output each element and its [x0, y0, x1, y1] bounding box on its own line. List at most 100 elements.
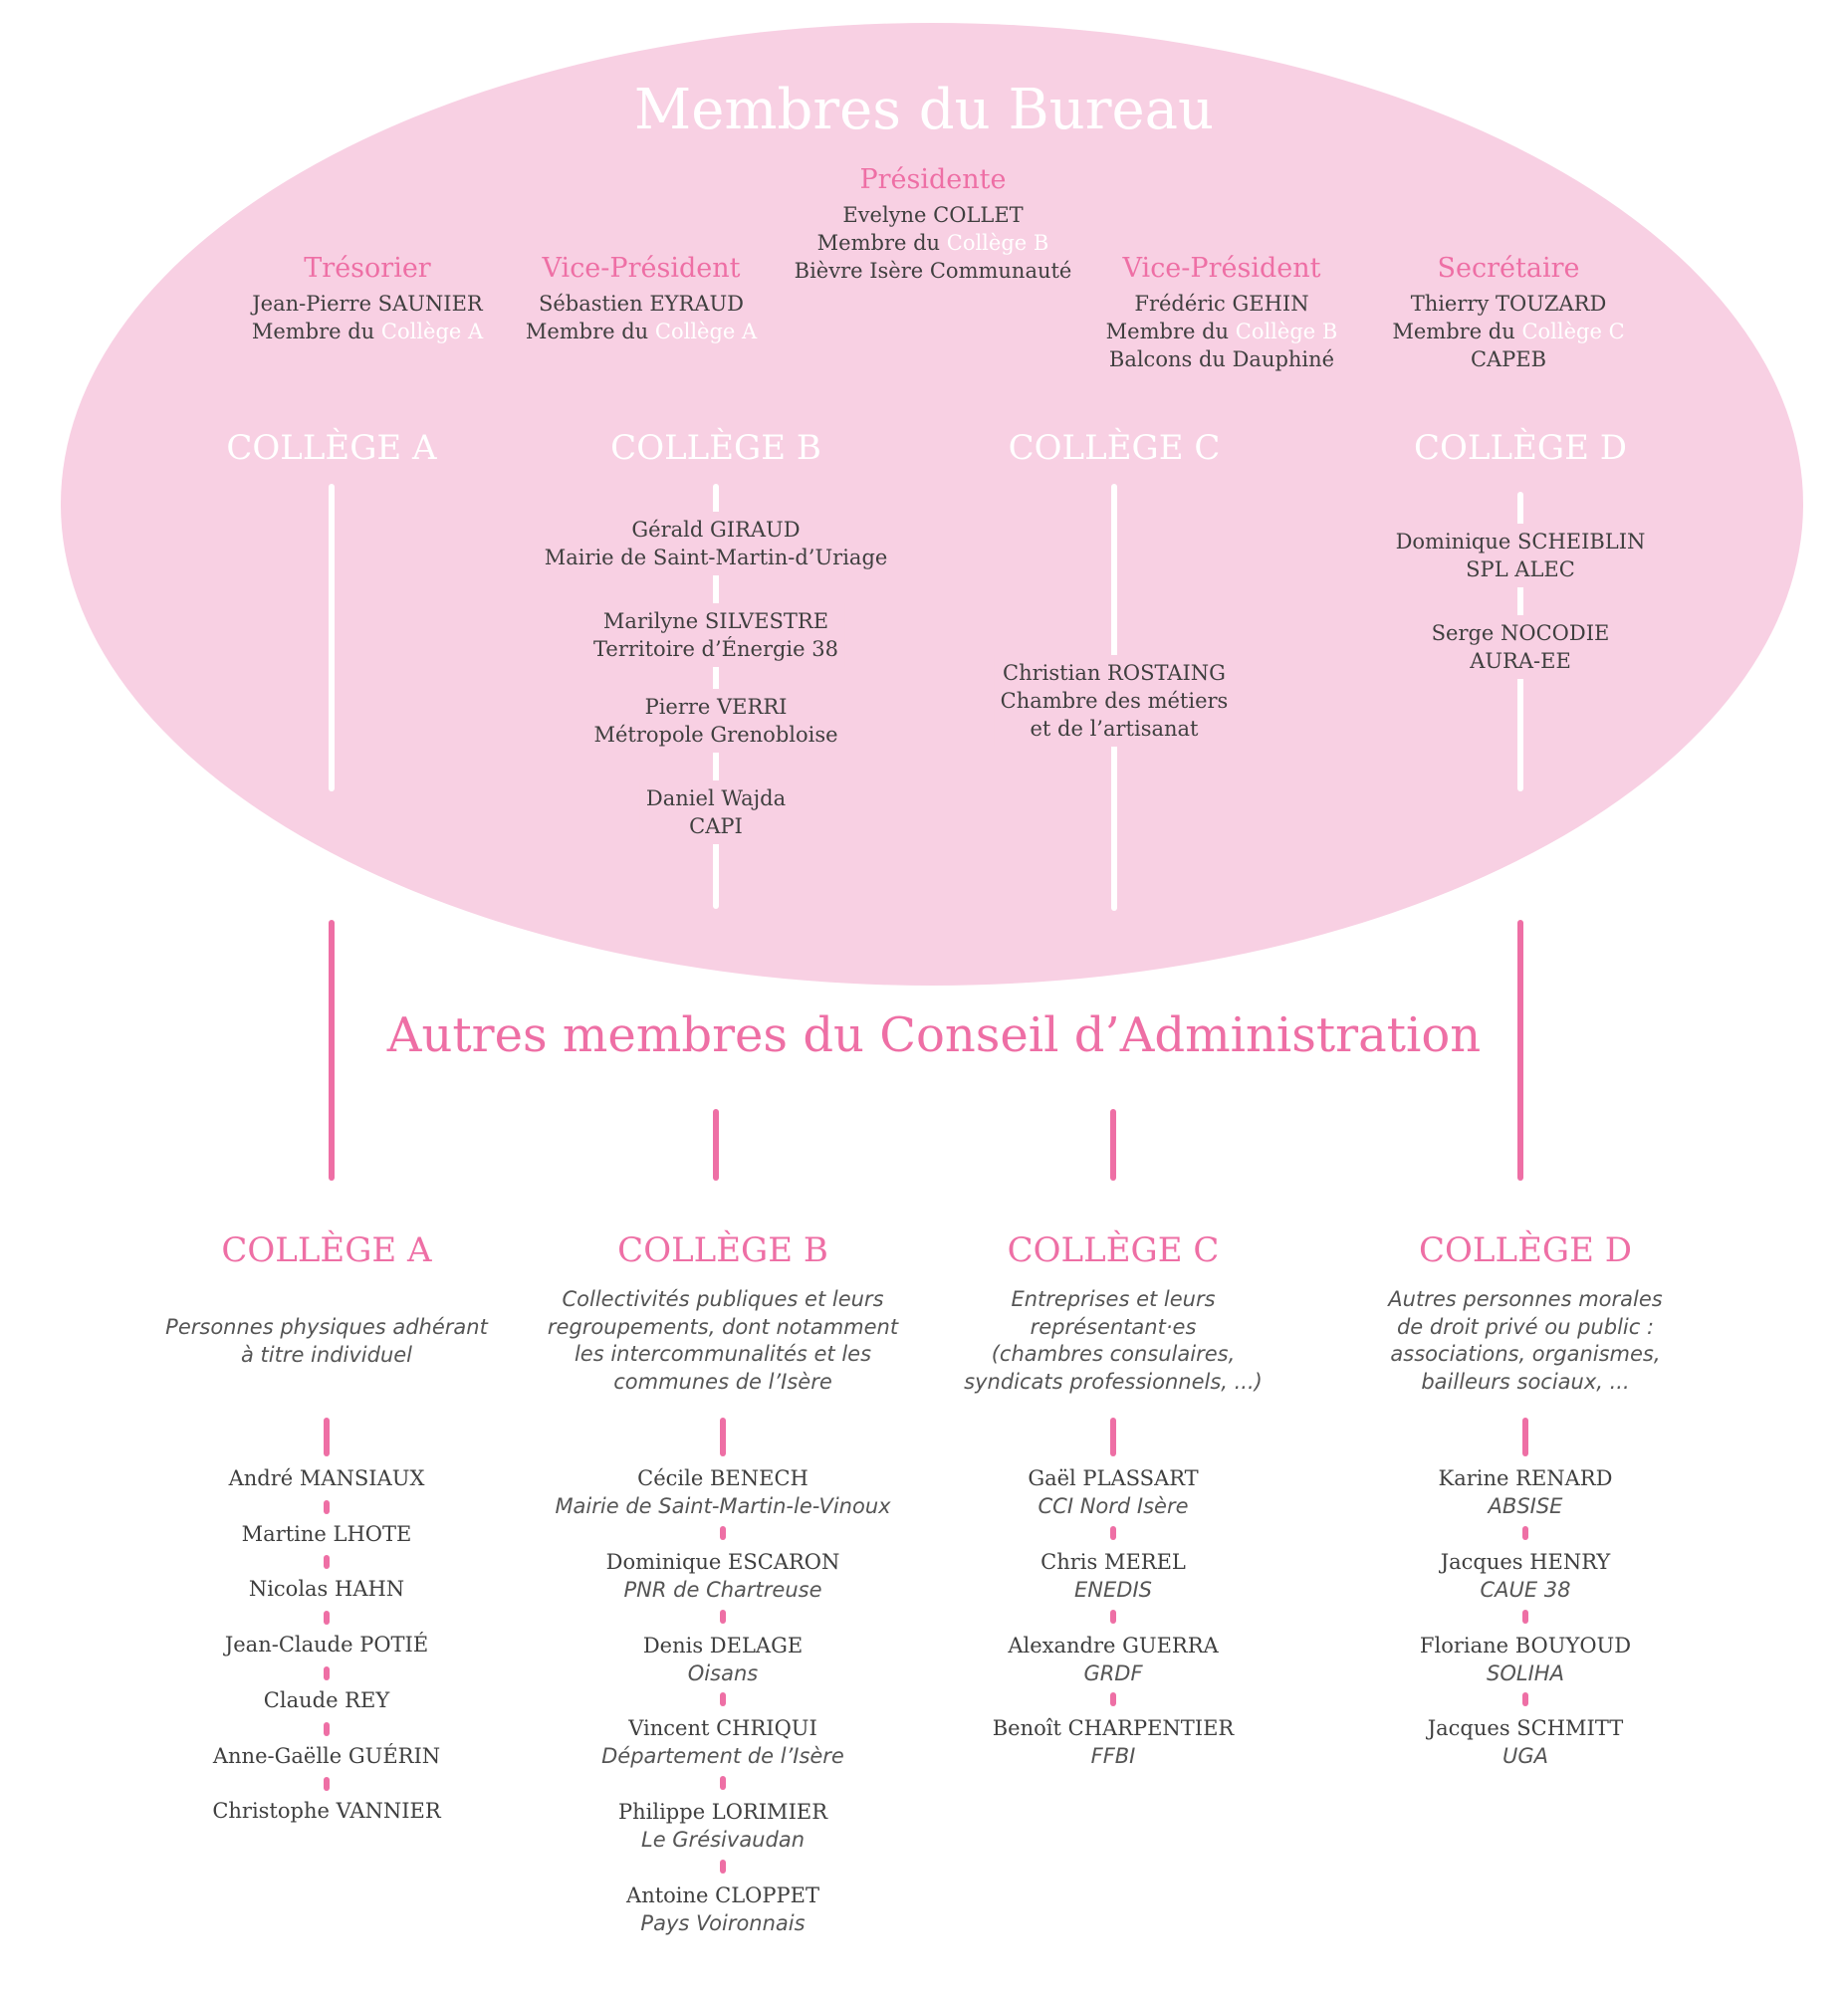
member-name: Chris MEREL	[1040, 1549, 1186, 1574]
bureau-member: Marilyne SILVESTRE Territoire d’Énergie 3…	[587, 603, 844, 667]
dash-connector	[720, 1609, 726, 1624]
officer-org: Bièvre Isère Communauté	[794, 259, 1072, 283]
description-line: Personnes physiques adhérant	[165, 1315, 488, 1339]
bureau-college-heading: COLLÈGE B	[610, 428, 821, 468]
bureau-college-heading: COLLÈGE C	[1008, 428, 1221, 468]
officer-role: Vice-Président	[1122, 253, 1321, 284]
member-name: Nicolas HAHN	[248, 1577, 405, 1602]
connector-line	[713, 1109, 719, 1181]
member-org: CCI Nord Isère	[1038, 1494, 1189, 1518]
member-org: GRDF	[1083, 1660, 1143, 1685]
connector-line	[329, 920, 335, 1181]
conseil-college-heading: COLLÈGE A	[221, 1230, 432, 1270]
officer-college: Collège B	[1235, 320, 1338, 343]
member-org: et de l’artisanat	[1030, 717, 1199, 741]
member-name: Pierre VERRI	[644, 695, 788, 719]
dash-connector	[1110, 1525, 1116, 1540]
dash-connector	[1110, 1609, 1116, 1624]
officer-college-line: Membre du Collège A	[252, 318, 483, 345]
member-name: Jean-Claude POTIÉ	[224, 1633, 429, 1658]
member-name: Daniel Wajda	[645, 786, 787, 810]
officer-org: CAPEB	[1470, 347, 1547, 371]
dash-connector	[720, 1776, 726, 1791]
description-line: syndicats professionnels, ...)	[964, 1369, 1263, 1394]
description-line: associations, organismes,	[1390, 1342, 1661, 1366]
description-line: Entreprises et leurs	[1011, 1287, 1216, 1311]
dash-connector	[1522, 1692, 1528, 1707]
dash-connector	[720, 1525, 726, 1540]
connector-line	[1517, 920, 1523, 1181]
dash-connector	[324, 1499, 330, 1514]
bureau-ellipse	[61, 23, 1803, 986]
bureau-title: Membres du Bureau	[633, 78, 1215, 142]
officer-college: Collège B	[946, 231, 1049, 255]
member-name: Marilyne SILVESTRE	[602, 609, 829, 633]
member-org: Oisans	[687, 1660, 759, 1685]
description-line: regroupements, dont notamment	[547, 1314, 899, 1339]
member-name: Antoine CLOPPET	[626, 1883, 819, 1907]
conseil-college-heading: COLLÈGE C	[1007, 1230, 1220, 1270]
connector-line	[1110, 1418, 1116, 1456]
member-org: SPL ALEC	[1466, 557, 1575, 581]
member-name: Cécile BENECH	[637, 1466, 808, 1490]
member-name: Floriane BOUYOUD	[1419, 1633, 1632, 1658]
description-line: représentant·es	[1030, 1314, 1197, 1339]
member-name: Claude REY	[263, 1687, 390, 1712]
member-name: Serge NOCODIE	[1431, 621, 1610, 645]
member-org: CAPI	[689, 814, 743, 838]
dash-connector	[324, 1555, 330, 1570]
college-description: Personnes physiques adhérant à titre indi…	[165, 1314, 488, 1369]
member-org: SOLIHA	[1487, 1660, 1564, 1685]
conseil-college-heading: COLLÈGE B	[617, 1230, 828, 1270]
officer-role: Vice-Président	[542, 253, 741, 284]
description-line: (chambres consulaires,	[991, 1342, 1236, 1366]
bureau-member: Daniel Wajda CAPI	[639, 780, 793, 844]
description-line: de droit privé ou public :	[1396, 1314, 1655, 1339]
bureau-college-heading: COLLÈGE A	[226, 428, 437, 468]
member-prefix: Membre du	[1392, 320, 1522, 343]
officer-college: Collège A	[380, 320, 484, 343]
bureau-member: Pierre VERRI Métropole Grenobloise	[587, 689, 844, 753]
officer-college: Collège C	[1521, 320, 1625, 343]
dash-connector	[324, 1721, 330, 1736]
member-name: Vincent CHRIQUI	[628, 1716, 817, 1741]
member-org: Métropole Grenobloise	[593, 723, 838, 747]
member-name: Dominique ESCARON	[605, 1549, 840, 1574]
member-name: Karine RENARD	[1438, 1466, 1613, 1490]
member-name: Jacques HENRY	[1440, 1549, 1611, 1574]
bureau-member: Gérald GIRAUD Mairie de Saint-Martin-d’Ur…	[538, 512, 894, 575]
connector-line	[1522, 1418, 1528, 1456]
dash-connector	[1110, 1692, 1116, 1707]
member-prefix: Membre du	[525, 320, 655, 343]
member-prefix: Membre du	[251, 320, 381, 343]
member-org: ABSISE	[1488, 1494, 1563, 1518]
member-org: UGA	[1502, 1744, 1549, 1769]
bureau-member: Christian ROSTAING Chambre des métiers et …	[994, 655, 1235, 747]
member-org: Pays Voironnais	[640, 1911, 806, 1935]
member-org: AURA-EE	[1470, 649, 1571, 673]
college-description: Autres personnes morales de droit privé o…	[1388, 1286, 1662, 1396]
bureau-member: Dominique SCHEIBLIN SPL ALEC	[1389, 524, 1652, 587]
officer-role: Présidente	[859, 164, 1007, 195]
description-line: à titre individuel	[240, 1342, 413, 1367]
member-org: ENEDIS	[1074, 1577, 1152, 1602]
member-org: Chambre des métiers	[1000, 689, 1229, 713]
officer-name: Evelyne COLLET	[842, 203, 1024, 227]
officer-college-line: Membre du Collège A	[526, 318, 757, 345]
member-prefix: Membre du	[816, 231, 947, 255]
dash-connector	[720, 1692, 726, 1707]
dash-connector	[1522, 1525, 1528, 1540]
member-name: Benoît CHARPENTIER	[992, 1716, 1235, 1741]
officer-name: Jean-Pierre SAUNIER	[252, 292, 483, 316]
member-name: Denis DELAGE	[642, 1633, 804, 1658]
description-line: Collectivités publiques et leurs	[562, 1287, 884, 1311]
member-name: Jacques SCHMITT	[1427, 1716, 1624, 1741]
connector-line	[1110, 1109, 1116, 1181]
description-line: Autres personnes morales	[1388, 1287, 1663, 1311]
member-name: Dominique SCHEIBLIN	[1395, 530, 1646, 553]
member-name: Christian ROSTAING	[1003, 661, 1226, 685]
bureau-college-heading: COLLÈGE D	[1414, 428, 1627, 468]
officer-name: Thierry TOUZARD	[1410, 292, 1607, 316]
description-line: bailleurs sociaux, ...	[1421, 1369, 1630, 1394]
